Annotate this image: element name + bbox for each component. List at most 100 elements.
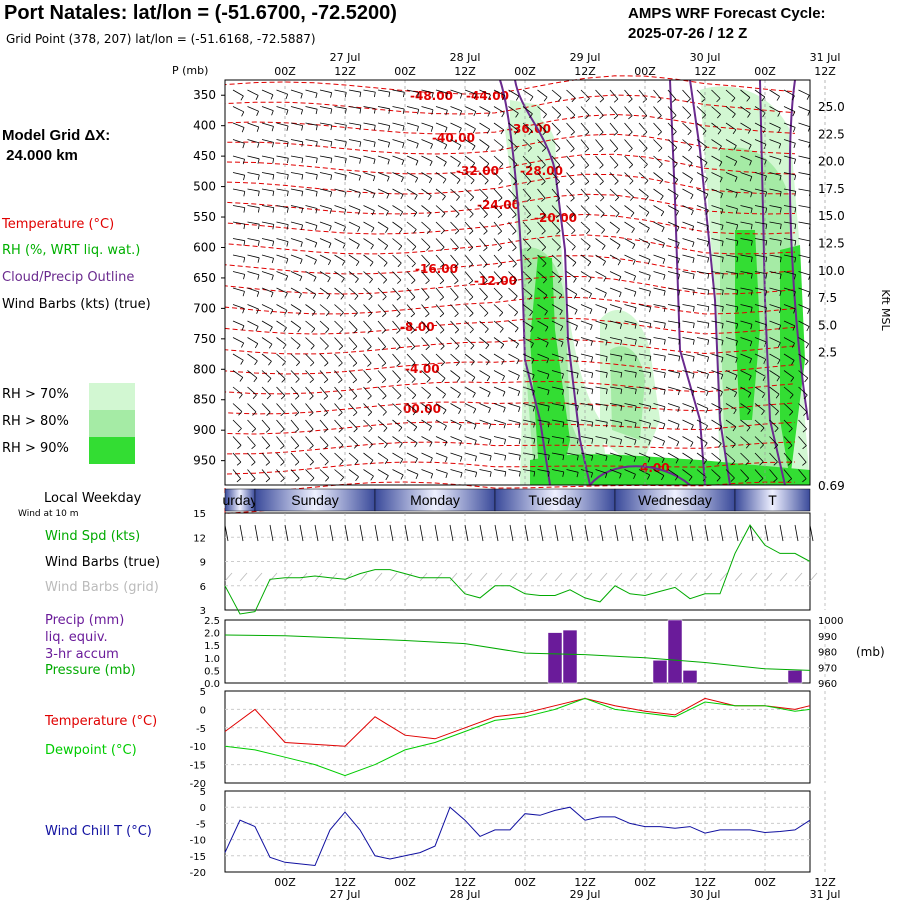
sfc-barb-grid (464, 572, 473, 582)
barb-flag (748, 392, 752, 398)
barb-flag (497, 263, 503, 268)
barb-staff (348, 155, 361, 160)
barb-flag (280, 412, 285, 417)
barb-flag (388, 108, 391, 114)
barb-flag (571, 97, 576, 103)
barb-flag (562, 438, 565, 444)
barb-staff (334, 172, 347, 176)
barb-staff (348, 469, 359, 478)
barb-flag (675, 195, 679, 200)
barb-flag (541, 164, 546, 169)
barb-staff (435, 139, 447, 146)
barb-flag (586, 245, 591, 251)
barb-flag (330, 191, 333, 197)
bottom-time-label: 12Z (814, 876, 836, 889)
sfc-barb-true (479, 524, 484, 542)
barb-flag (599, 98, 604, 103)
top-date-label: 30 Jul (690, 51, 721, 64)
barb-flag (287, 191, 289, 197)
bottom-time-label: 00Z (394, 876, 416, 889)
barb-flag (613, 131, 618, 136)
barb-flag (590, 324, 593, 330)
barb-flag (518, 455, 521, 461)
kft-tick-label: 7.5 (818, 291, 837, 305)
barb-staff (537, 205, 546, 215)
barb-staff (392, 469, 404, 476)
barb-staff (754, 436, 764, 446)
barb-flag (678, 356, 681, 362)
barb-staff (334, 386, 343, 397)
barb-staff (363, 271, 373, 280)
barb-flag (678, 290, 681, 296)
barb-flag (265, 428, 271, 433)
barb-flag (359, 125, 362, 131)
barb-flag (383, 262, 388, 267)
barb-flag (765, 207, 768, 213)
barb-flag (309, 379, 314, 383)
barb-staff (638, 221, 650, 229)
barb-flag (791, 360, 795, 365)
barb-flag (258, 207, 260, 213)
barb-staff (696, 304, 709, 307)
barb-staff (595, 205, 605, 214)
barb-staff (696, 188, 709, 195)
barb-staff (435, 320, 445, 331)
barb-staff (348, 139, 361, 143)
barb-staff (638, 172, 649, 181)
barb-staff (435, 337, 445, 347)
barb-staff (682, 469, 693, 478)
barb-flag (649, 372, 652, 378)
barb-flag (575, 341, 579, 347)
barb-flag (746, 97, 751, 102)
barb-flag (779, 159, 782, 165)
sfc-barb-true (494, 524, 499, 542)
barb-flag (500, 129, 505, 135)
isotherm-label: -40.00 (432, 131, 475, 145)
barb-staff (493, 254, 503, 265)
barb-staff (508, 188, 517, 199)
barb-staff (551, 452, 564, 456)
barb-staff (580, 436, 593, 440)
barb-staff (696, 205, 709, 211)
barb-staff (261, 188, 274, 192)
barb-staff (392, 370, 401, 380)
barb-flag (576, 373, 579, 379)
barb-staff (783, 353, 795, 361)
barb-staff (667, 221, 680, 228)
barb-flag (735, 340, 738, 346)
barb-flag (385, 228, 389, 233)
barb-staff (624, 419, 637, 424)
barb-staff (740, 287, 753, 291)
barb-staff (740, 205, 753, 209)
barb-flag (281, 378, 286, 383)
barb-flag (486, 360, 490, 366)
barb-flag (368, 296, 373, 301)
barb-flag (518, 422, 521, 428)
barb-staff (421, 370, 431, 379)
barb-flag (806, 95, 810, 100)
top-date-label: 27 Jul (330, 51, 361, 64)
barb-flag (628, 148, 633, 153)
dewpoint-line (224, 697, 811, 777)
barb-flag (353, 329, 358, 334)
barb-flag (241, 127, 245, 133)
barb-flag (775, 393, 780, 399)
barb-flag (590, 472, 593, 478)
barb-flag (272, 224, 275, 230)
barb-flag (649, 356, 652, 362)
barb-staff (725, 386, 737, 393)
barb-flag (574, 309, 578, 315)
barb-staff (479, 205, 488, 215)
barb-flag (759, 461, 764, 466)
barb-flag (328, 243, 332, 248)
barb-flag (778, 127, 781, 133)
barb-flag (359, 108, 362, 114)
barb-flag (585, 197, 590, 202)
barb-flag (499, 328, 504, 333)
cycle-line-2: 2025-07-26 / 12 Z (628, 25, 748, 42)
barb-flag (533, 438, 536, 444)
bottom-date-label: 30 Jul (690, 888, 721, 900)
barb-flag (730, 477, 735, 482)
barb-flag (529, 311, 533, 316)
barb-staff (624, 238, 636, 245)
